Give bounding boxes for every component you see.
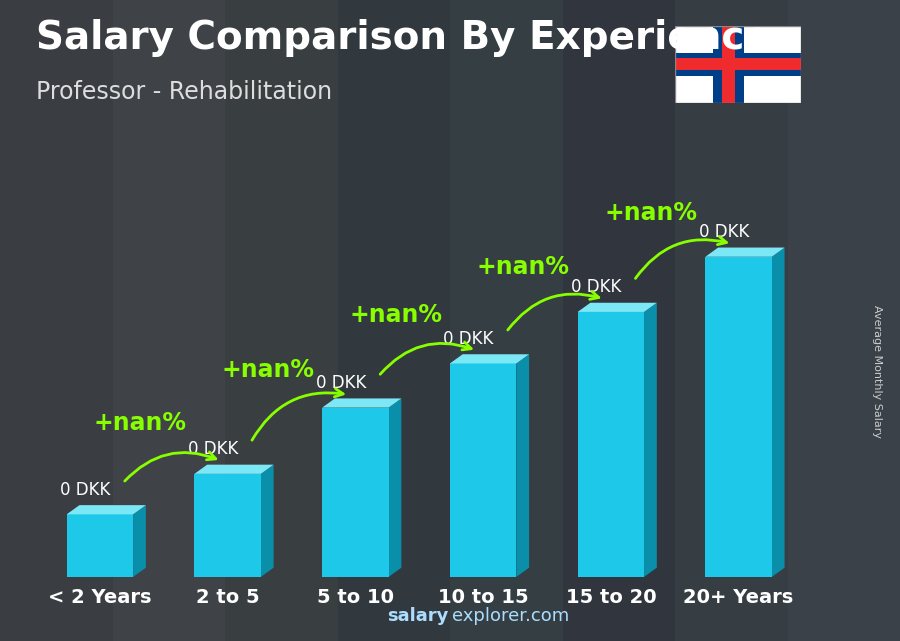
Text: +nan%: +nan% — [349, 303, 442, 327]
Text: Salary Comparison By Experience: Salary Comparison By Experience — [36, 19, 770, 57]
Polygon shape — [517, 354, 529, 577]
Text: +nan%: +nan% — [477, 255, 570, 279]
Text: salary: salary — [387, 607, 448, 625]
Polygon shape — [772, 247, 785, 577]
Polygon shape — [67, 505, 146, 514]
Polygon shape — [133, 505, 146, 577]
Bar — [706, 257, 772, 577]
Text: 0 DKK: 0 DKK — [316, 374, 366, 392]
Text: +nan%: +nan% — [605, 201, 698, 226]
Polygon shape — [578, 303, 657, 312]
Bar — [67, 514, 133, 577]
Bar — [194, 474, 261, 577]
Text: Professor - Rehabilitation: Professor - Rehabilitation — [36, 80, 332, 104]
Bar — [322, 408, 389, 577]
Text: +nan%: +nan% — [221, 358, 314, 382]
Text: 0 DKK: 0 DKK — [444, 329, 494, 347]
Polygon shape — [322, 399, 401, 408]
Text: Average Monthly Salary: Average Monthly Salary — [872, 305, 883, 438]
Bar — [578, 312, 644, 577]
Polygon shape — [261, 465, 274, 577]
Text: explorer.com: explorer.com — [452, 607, 569, 625]
Text: 0 DKK: 0 DKK — [572, 278, 622, 296]
Bar — [675, 58, 801, 71]
Text: 0 DKK: 0 DKK — [60, 481, 111, 499]
Bar — [722, 26, 735, 103]
Bar — [450, 363, 517, 577]
Text: 0 DKK: 0 DKK — [188, 440, 238, 458]
Polygon shape — [706, 247, 785, 257]
Polygon shape — [644, 303, 657, 577]
Text: +nan%: +nan% — [94, 412, 186, 435]
Polygon shape — [389, 399, 401, 577]
Polygon shape — [450, 354, 529, 363]
Bar — [675, 53, 801, 76]
Text: 0 DKK: 0 DKK — [699, 223, 750, 241]
Polygon shape — [194, 465, 274, 474]
Bar — [713, 26, 744, 103]
